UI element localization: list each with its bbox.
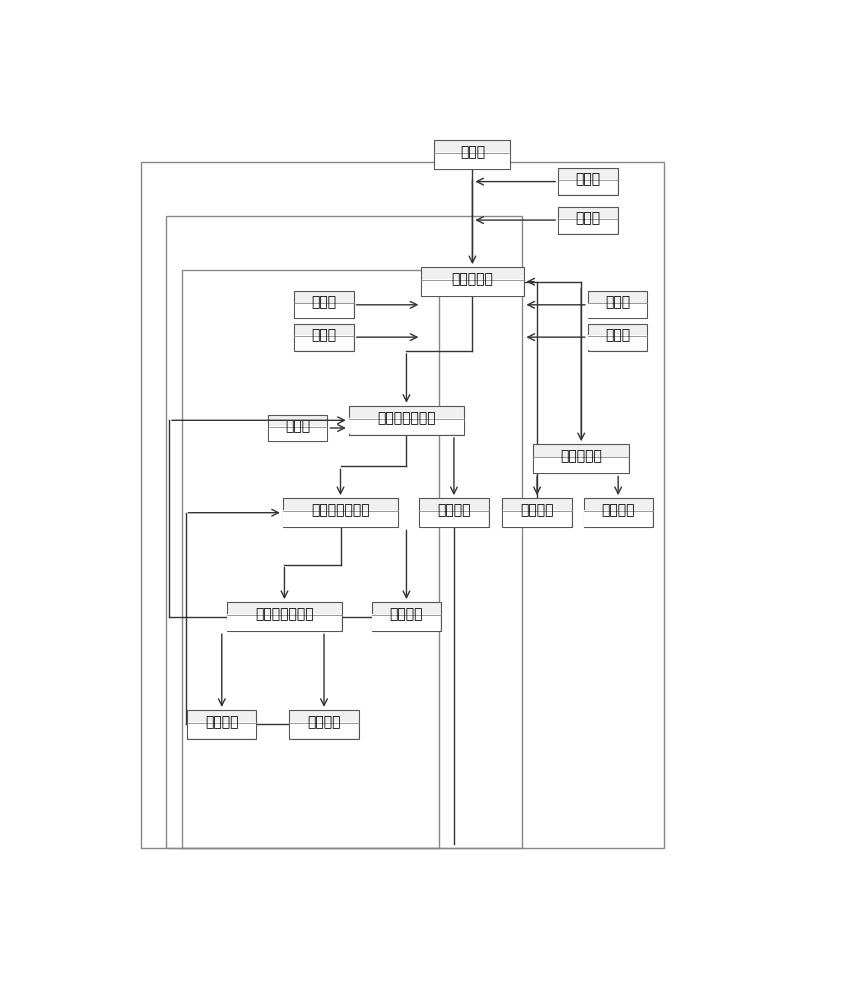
FancyBboxPatch shape [421, 267, 523, 296]
FancyBboxPatch shape [420, 510, 488, 527]
FancyBboxPatch shape [349, 406, 464, 435]
FancyBboxPatch shape [187, 710, 256, 739]
FancyBboxPatch shape [295, 335, 353, 350]
FancyBboxPatch shape [588, 324, 647, 351]
Text: 抑制剂: 抑制剂 [575, 172, 601, 186]
FancyBboxPatch shape [268, 415, 328, 441]
Text: 扫选精矿: 扫选精矿 [520, 503, 554, 517]
FancyBboxPatch shape [589, 335, 647, 350]
FancyBboxPatch shape [534, 457, 628, 473]
Text: 正浮选二次精选: 正浮选二次精选 [311, 503, 370, 517]
FancyBboxPatch shape [502, 498, 572, 527]
Text: 正浮选三次精选: 正浮选三次精选 [255, 607, 314, 621]
FancyBboxPatch shape [420, 498, 488, 527]
FancyBboxPatch shape [584, 510, 652, 527]
Text: 三次尾矿: 三次尾矿 [307, 715, 340, 729]
Text: 正浮选一次精选: 正浮选一次精选 [377, 411, 436, 425]
FancyBboxPatch shape [283, 510, 397, 527]
Text: 正浮选粗选: 正浮选粗选 [452, 272, 494, 286]
FancyBboxPatch shape [503, 510, 571, 527]
FancyBboxPatch shape [269, 426, 327, 441]
FancyBboxPatch shape [589, 303, 647, 318]
FancyBboxPatch shape [435, 152, 510, 169]
Text: 捕收剂: 捕收剂 [605, 328, 630, 342]
FancyBboxPatch shape [294, 324, 354, 351]
FancyBboxPatch shape [558, 207, 618, 234]
Text: 一次尾矿: 一次尾矿 [437, 503, 471, 517]
FancyBboxPatch shape [290, 722, 358, 738]
Text: 三次精矿: 三次精矿 [205, 715, 238, 729]
FancyBboxPatch shape [227, 614, 341, 631]
Text: 二次尾矿: 二次尾矿 [390, 607, 423, 621]
FancyBboxPatch shape [294, 291, 354, 318]
Text: 抑制剂: 抑制剂 [605, 296, 630, 310]
FancyBboxPatch shape [283, 498, 398, 527]
FancyBboxPatch shape [289, 710, 358, 739]
FancyBboxPatch shape [188, 722, 256, 738]
Text: 捕收剂: 捕收剂 [575, 211, 601, 225]
FancyBboxPatch shape [422, 279, 523, 296]
Text: 正浮选扫选: 正浮选扫选 [560, 449, 603, 463]
FancyBboxPatch shape [226, 602, 342, 631]
Text: 捕收剂: 捕收剂 [311, 328, 337, 342]
Text: 抑制剂: 抑制剂 [311, 296, 337, 310]
Text: 扫选尾矿: 扫选尾矿 [602, 503, 635, 517]
FancyBboxPatch shape [350, 418, 464, 434]
FancyBboxPatch shape [559, 179, 617, 194]
FancyBboxPatch shape [559, 218, 617, 233]
FancyBboxPatch shape [435, 140, 511, 169]
FancyBboxPatch shape [558, 168, 618, 195]
Text: 抑制剂: 抑制剂 [285, 419, 311, 433]
Text: 原矿浆: 原矿浆 [460, 145, 485, 159]
FancyBboxPatch shape [534, 444, 629, 473]
FancyBboxPatch shape [588, 291, 647, 318]
FancyBboxPatch shape [584, 498, 653, 527]
FancyBboxPatch shape [373, 614, 441, 631]
FancyBboxPatch shape [295, 303, 353, 318]
FancyBboxPatch shape [372, 602, 441, 631]
